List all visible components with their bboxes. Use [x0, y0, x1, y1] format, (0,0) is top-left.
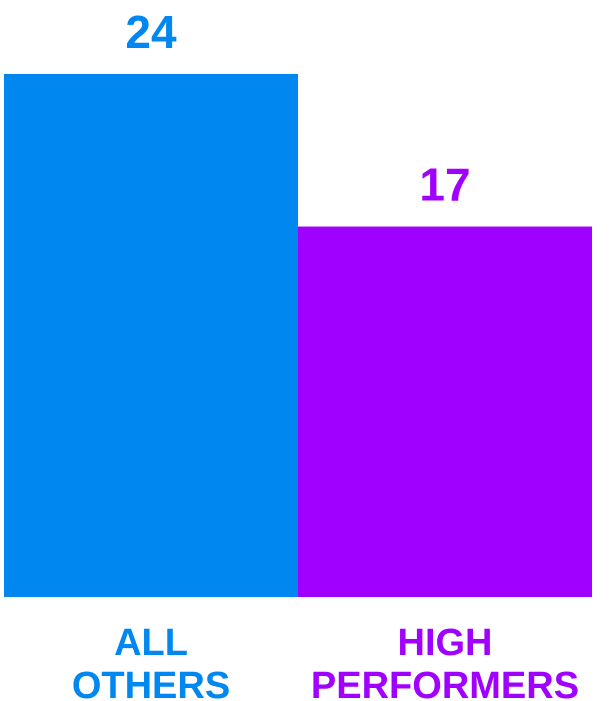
category-label-1-line-0: HIGH	[398, 622, 493, 664]
bar-0	[4, 74, 298, 597]
value-label-1: 17	[419, 159, 470, 211]
category-label-0-line-0: ALL	[114, 622, 188, 664]
bars	[4, 74, 592, 597]
category-label-0-line-1: OTHERS	[72, 665, 230, 701]
category-label-1-line-1: PERFORMERS	[311, 665, 579, 701]
value-labels: 24 17	[125, 6, 470, 211]
value-label-0: 24	[125, 6, 177, 58]
bar-1	[298, 226, 592, 597]
